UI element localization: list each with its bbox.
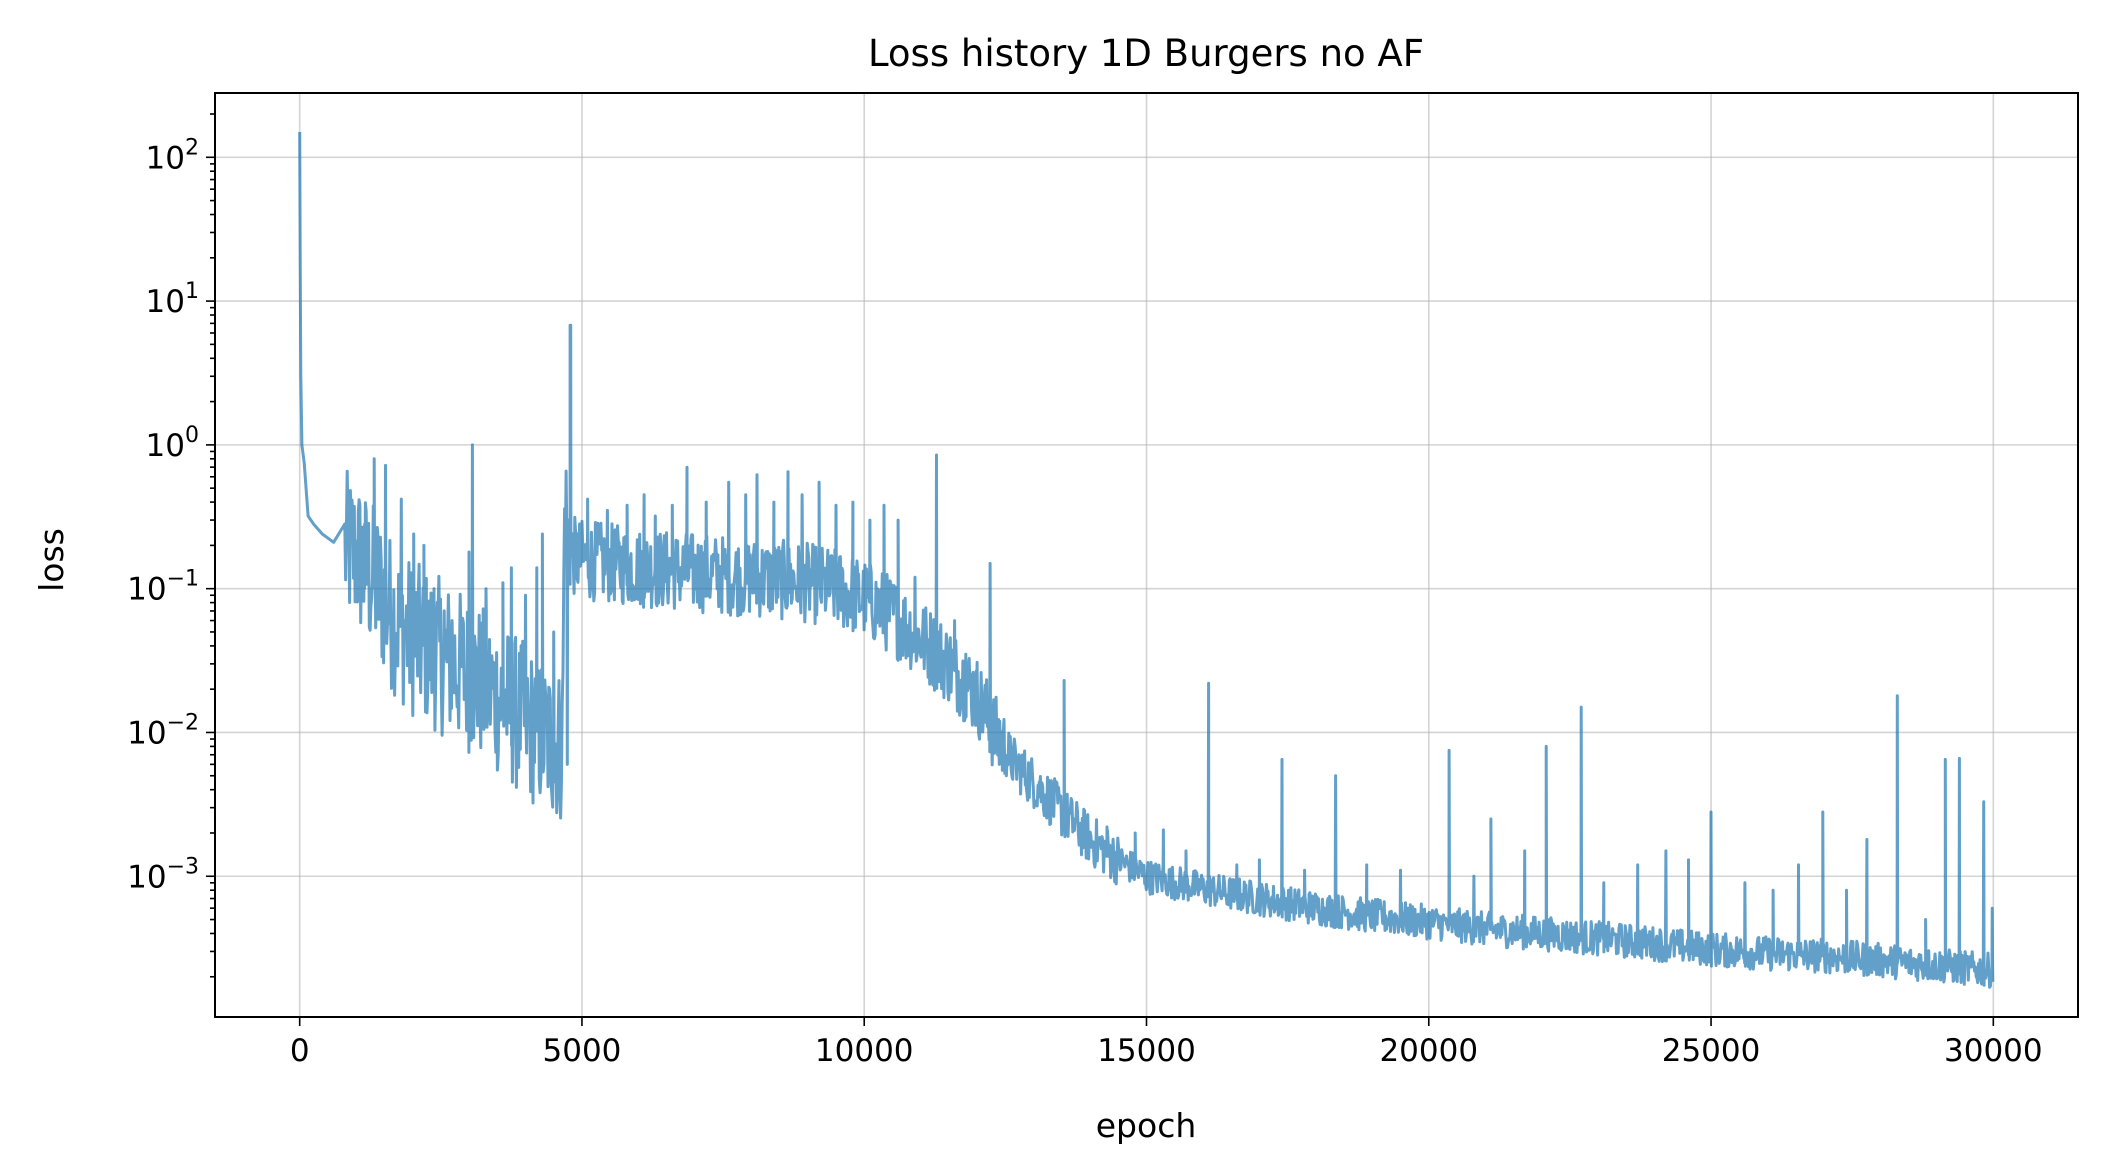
- y-tick-label: 101: [146, 279, 199, 320]
- x-tick-label: 20000: [1379, 1033, 1478, 1069]
- x-tick-label: 30000: [1944, 1033, 2043, 1069]
- x-tick-label: 25000: [1662, 1033, 1761, 1069]
- series-layer: [298, 131, 1995, 989]
- x-tick-label: 0: [290, 1033, 310, 1069]
- y-tick-label: 10−2: [127, 710, 199, 751]
- loss-series-line: [298, 131, 1995, 989]
- x-tick-label: 15000: [1097, 1033, 1196, 1069]
- grid-lines: [215, 93, 2078, 1017]
- x-tick-label: 5000: [543, 1033, 622, 1069]
- chart-title: Loss history 1D Burgers no AF: [868, 32, 1424, 75]
- x-axis-label: epoch: [1096, 1106, 1197, 1145]
- axis-ticks: 0 5000 10000 15000 20000 25000 30000 102 101 100 1…: [127, 113, 2043, 1069]
- x-tick-label: 10000: [815, 1033, 914, 1069]
- y-tick-label: 100: [146, 423, 199, 464]
- y-tick-label: 10−3: [127, 854, 199, 895]
- y-axis-label: loss: [32, 528, 71, 592]
- y-tick-label: 10−1: [127, 567, 199, 608]
- y-tick-label: 102: [146, 135, 199, 176]
